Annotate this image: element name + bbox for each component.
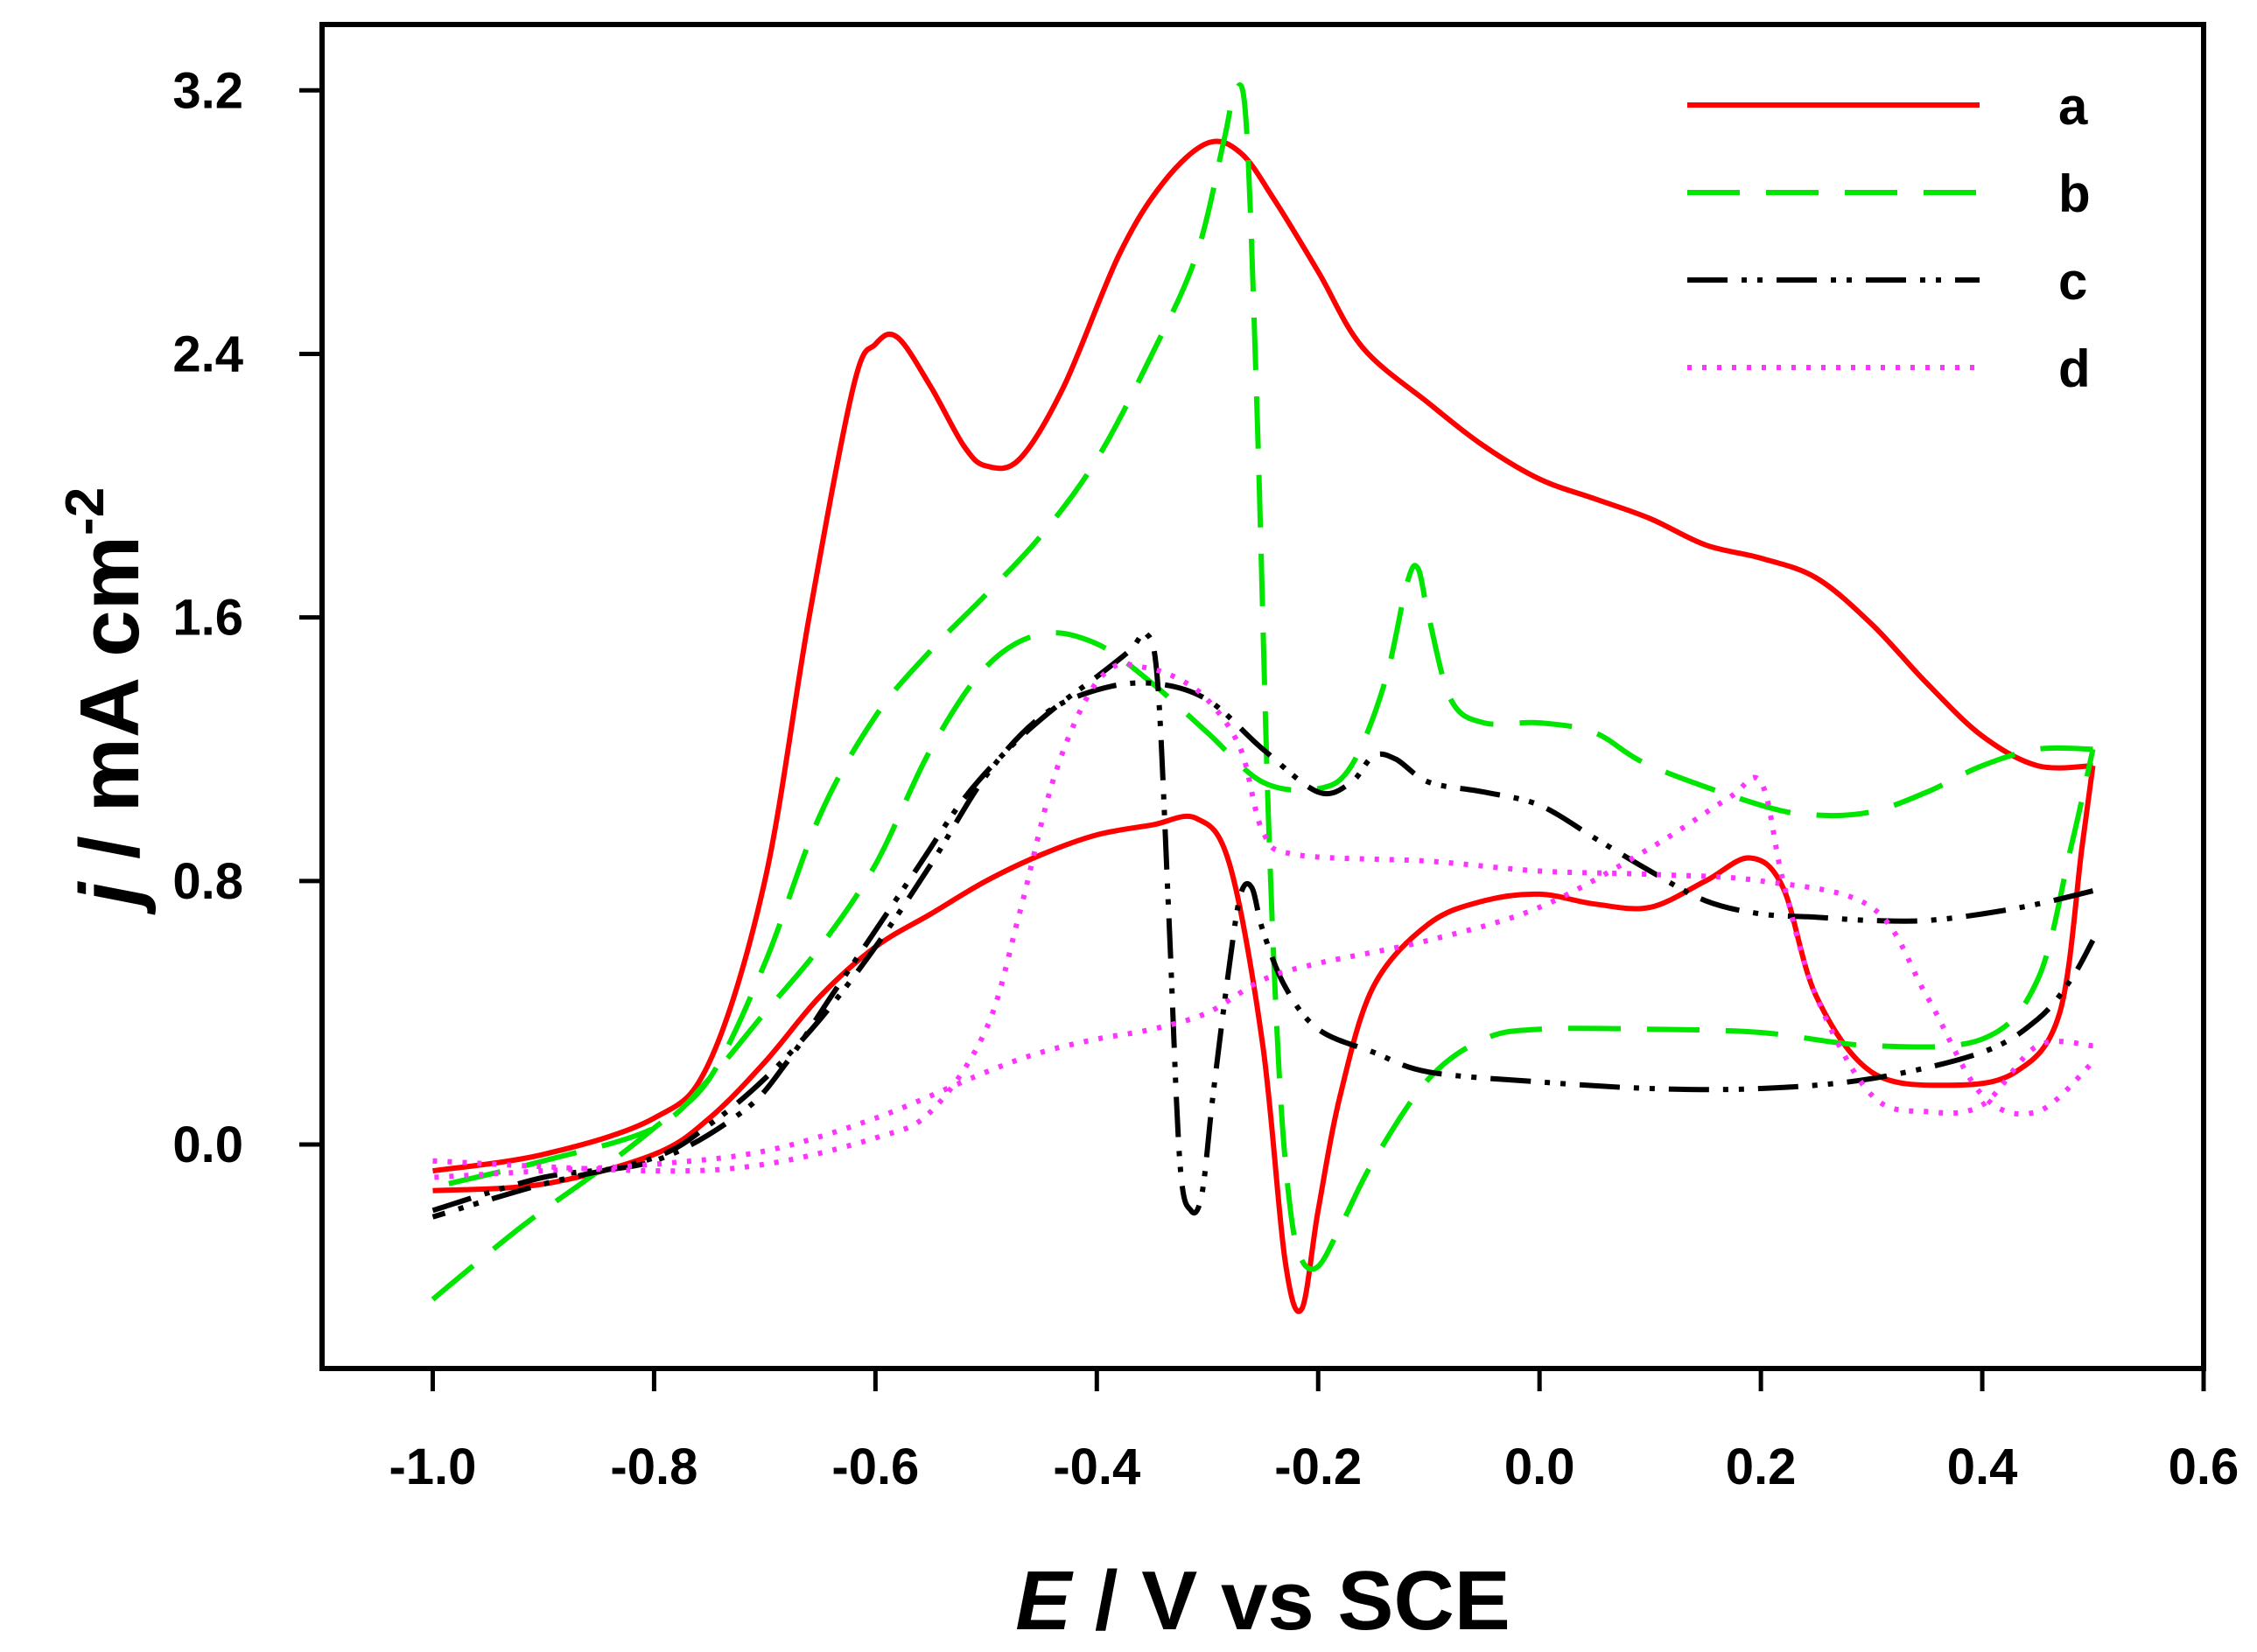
- series-a-reverse-scan: [432, 765, 2096, 1314]
- x-tick-label: -0.8: [610, 1438, 697, 1495]
- x-tick-label: 0.0: [1504, 1438, 1575, 1495]
- legend-label-a: a: [2058, 77, 2088, 136]
- x-tick-label: 0.4: [1947, 1438, 2018, 1495]
- series-c-reverse-scan: [431, 680, 2094, 1220]
- y-tick-label: 2.4: [172, 326, 243, 382]
- series-curves: [431, 82, 2096, 1314]
- y-axis-title: j / mA cm-2: [55, 487, 157, 915]
- x-tick-label: -0.6: [831, 1438, 919, 1495]
- x-tick-label: -0.4: [1053, 1438, 1140, 1495]
- series-a-forward-scan: [432, 138, 2093, 1174]
- y-tick-label: 0.8: [172, 853, 243, 910]
- series-d-forward-scan: [432, 661, 2095, 1174]
- x-tick-label: 0.6: [2169, 1438, 2239, 1495]
- x-tick-label: 0.2: [1726, 1438, 1797, 1495]
- y-tick-label: 0.0: [172, 1116, 243, 1173]
- x-tick-label: -1.0: [389, 1438, 476, 1495]
- series-d-reverse-scan: [432, 774, 2093, 1180]
- legend-label-c: c: [2058, 252, 2087, 311]
- legend-label-b: b: [2058, 164, 2091, 223]
- y-axis-ticks: 0.0 0.8 1.6 2.4 3.2: [172, 62, 322, 1173]
- x-tick-label: -0.2: [1274, 1438, 1362, 1495]
- series-c-forward-scan: [431, 630, 2096, 1216]
- series-b-reverse-scan: [431, 563, 2093, 1190]
- legend-label-d: d: [2058, 340, 2091, 398]
- y-tick-label: 1.6: [172, 590, 243, 647]
- y-tick-label: 3.2: [172, 62, 243, 119]
- series-b-forward-scan: [431, 82, 2096, 1302]
- x-axis-ticks: -1.0 -0.8 -0.6 -0.4 -0.2 0.0 0.2 0.4 0.6: [389, 1368, 2239, 1495]
- plot-frame: [319, 22, 2206, 1371]
- x-axis-title: E / V vs SCE: [1015, 1554, 1511, 1648]
